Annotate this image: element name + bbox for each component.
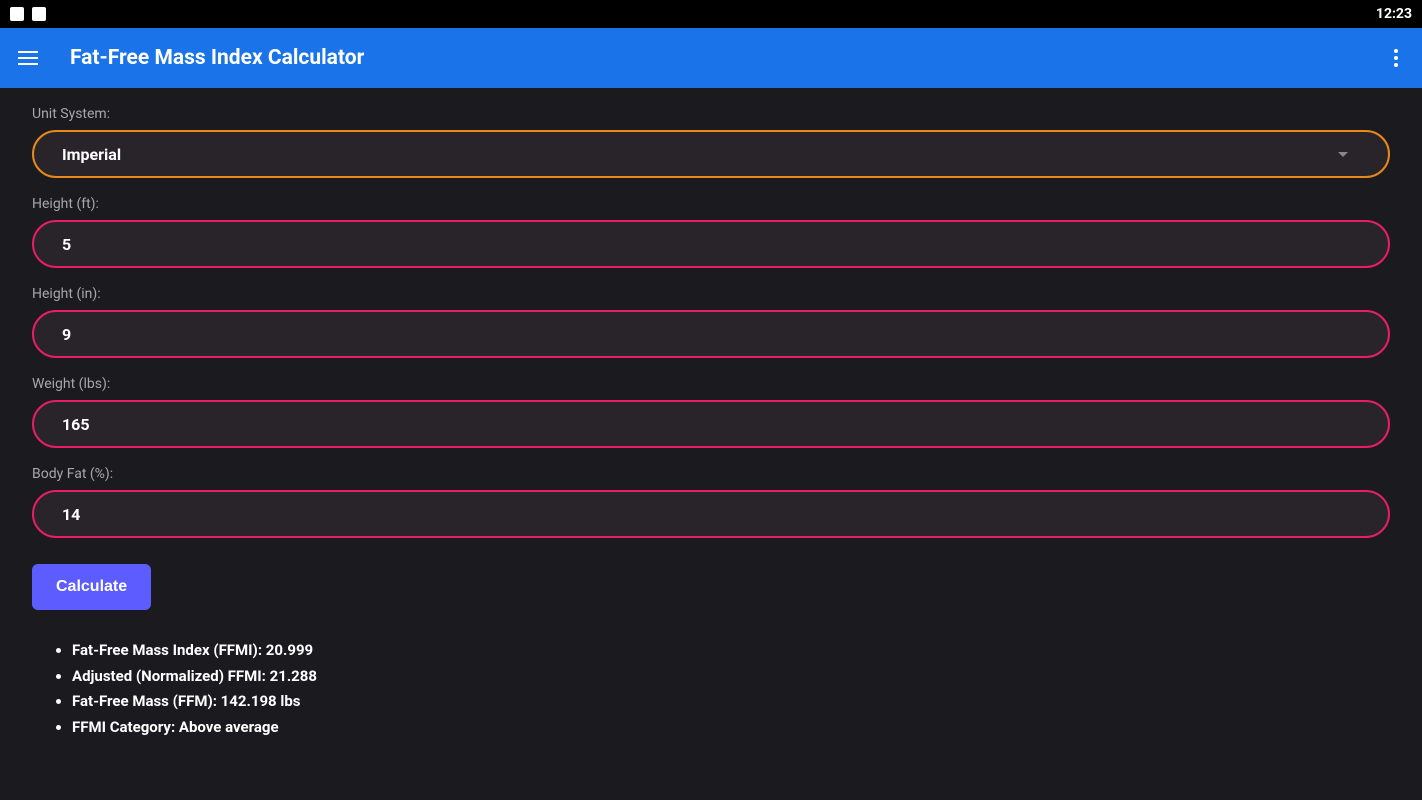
body-fat-input[interactable]: 14 [32, 490, 1390, 538]
results-list: Fat-Free Mass Index (FFMI): 20.999 Adjus… [32, 638, 1390, 740]
weight-field: Weight (lbs): 165 [32, 376, 1390, 448]
hamburger-menu-icon[interactable] [18, 51, 38, 65]
overflow-menu-icon[interactable] [1394, 49, 1398, 67]
unit-system-select[interactable]: Imperial [32, 130, 1390, 178]
calculate-button[interactable]: Calculate [32, 564, 151, 610]
body-fat-field: Body Fat (%): 14 [32, 466, 1390, 538]
unit-system-label: Unit System: [32, 106, 1390, 122]
status-clock: 12:23 [1376, 6, 1412, 22]
app-title: Fat-Free Mass Index Calculator [70, 46, 364, 70]
weight-value: 165 [62, 415, 90, 434]
height-in-field: Height (in): 9 [32, 286, 1390, 358]
status-bar: 12:23 [0, 0, 1422, 28]
status-notification-icon-2 [32, 7, 46, 21]
height-in-value: 9 [62, 325, 71, 344]
weight-input[interactable]: 165 [32, 400, 1390, 448]
body-fat-label: Body Fat (%): [32, 466, 1390, 482]
height-ft-value: 5 [62, 235, 71, 254]
weight-label: Weight (lbs): [32, 376, 1390, 392]
chevron-down-icon [1338, 152, 1348, 157]
height-ft-input[interactable]: 5 [32, 220, 1390, 268]
unit-system-field: Unit System: Imperial [32, 106, 1390, 178]
height-in-input[interactable]: 9 [32, 310, 1390, 358]
result-ffmi: Fat-Free Mass Index (FFMI): 20.999 [72, 638, 1390, 664]
content-area: Unit System: Imperial Height (ft): 5 Hei… [0, 88, 1422, 800]
result-ffm: Fat-Free Mass (FFM): 142.198 lbs [72, 689, 1390, 715]
height-ft-label: Height (ft): [32, 196, 1390, 212]
result-adjusted: Adjusted (Normalized) FFMI: 21.288 [72, 664, 1390, 690]
height-in-label: Height (in): [32, 286, 1390, 302]
body-fat-value: 14 [62, 505, 80, 524]
status-left [10, 7, 46, 21]
unit-system-value: Imperial [62, 145, 121, 164]
height-ft-field: Height (ft): 5 [32, 196, 1390, 268]
status-notification-icon-1 [10, 7, 24, 21]
app-bar: Fat-Free Mass Index Calculator [0, 28, 1422, 88]
result-category: FFMI Category: Above average [72, 715, 1390, 741]
